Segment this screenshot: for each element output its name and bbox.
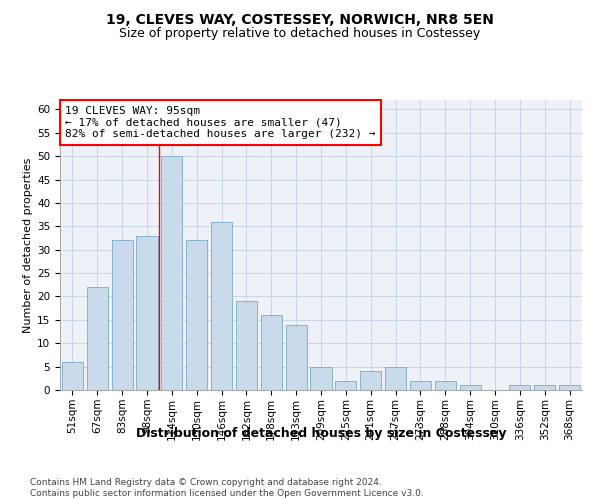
Text: Size of property relative to detached houses in Costessey: Size of property relative to detached ho… xyxy=(119,28,481,40)
Bar xyxy=(509,386,530,390)
Bar xyxy=(360,372,381,390)
Y-axis label: Number of detached properties: Number of detached properties xyxy=(23,158,33,332)
Bar xyxy=(186,240,207,390)
Bar xyxy=(261,315,282,390)
Bar xyxy=(112,240,133,390)
Text: 19 CLEVES WAY: 95sqm
← 17% of detached houses are smaller (47)
82% of semi-detac: 19 CLEVES WAY: 95sqm ← 17% of detached h… xyxy=(65,106,376,139)
Bar xyxy=(460,386,481,390)
Bar xyxy=(211,222,232,390)
Bar xyxy=(335,380,356,390)
Text: Distribution of detached houses by size in Costessey: Distribution of detached houses by size … xyxy=(136,428,506,440)
Bar xyxy=(87,287,108,390)
Text: 19, CLEVES WAY, COSTESSEY, NORWICH, NR8 5EN: 19, CLEVES WAY, COSTESSEY, NORWICH, NR8 … xyxy=(106,12,494,26)
Bar xyxy=(559,386,580,390)
Bar xyxy=(385,366,406,390)
Bar xyxy=(136,236,158,390)
Text: Contains HM Land Registry data © Crown copyright and database right 2024.
Contai: Contains HM Land Registry data © Crown c… xyxy=(30,478,424,498)
Bar xyxy=(534,386,555,390)
Bar xyxy=(435,380,456,390)
Bar xyxy=(310,366,332,390)
Bar xyxy=(410,380,431,390)
Bar xyxy=(62,362,83,390)
Bar xyxy=(161,156,182,390)
Bar xyxy=(286,324,307,390)
Bar xyxy=(236,301,257,390)
